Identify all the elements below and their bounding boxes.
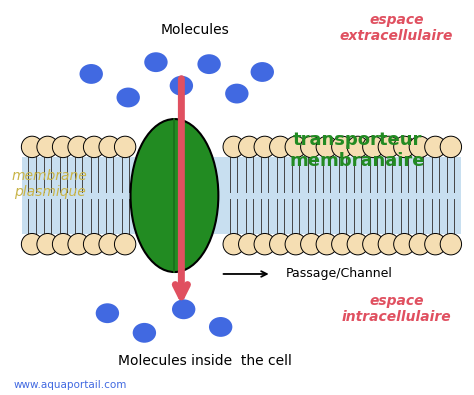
Ellipse shape <box>270 233 291 255</box>
Ellipse shape <box>99 136 120 158</box>
Ellipse shape <box>83 136 105 158</box>
Ellipse shape <box>285 136 306 158</box>
Text: espace
intracellulaire: espace intracellulaire <box>342 293 451 324</box>
Ellipse shape <box>21 136 43 158</box>
Ellipse shape <box>170 76 193 96</box>
Ellipse shape <box>114 233 136 255</box>
Ellipse shape <box>68 233 89 255</box>
Ellipse shape <box>238 136 260 158</box>
Ellipse shape <box>378 233 400 255</box>
Ellipse shape <box>223 136 245 158</box>
Ellipse shape <box>251 62 274 82</box>
Ellipse shape <box>68 136 89 158</box>
Ellipse shape <box>425 136 446 158</box>
Ellipse shape <box>117 88 140 107</box>
Ellipse shape <box>80 64 103 84</box>
Ellipse shape <box>363 136 384 158</box>
Text: transporteur
membranaire: transporteur membranaire <box>289 131 425 170</box>
Ellipse shape <box>409 233 430 255</box>
Ellipse shape <box>223 233 245 255</box>
Ellipse shape <box>130 119 219 272</box>
Ellipse shape <box>440 233 462 255</box>
Ellipse shape <box>172 299 195 319</box>
Text: Passage/Channel: Passage/Channel <box>285 267 392 280</box>
Ellipse shape <box>238 233 260 255</box>
Ellipse shape <box>133 323 156 343</box>
Ellipse shape <box>99 233 120 255</box>
Ellipse shape <box>114 136 136 158</box>
Ellipse shape <box>254 136 275 158</box>
Ellipse shape <box>394 136 415 158</box>
Text: www.aquaportail.com: www.aquaportail.com <box>14 380 127 390</box>
Ellipse shape <box>301 233 322 255</box>
Ellipse shape <box>347 233 368 255</box>
Ellipse shape <box>440 136 462 158</box>
Ellipse shape <box>425 233 446 255</box>
Ellipse shape <box>53 136 74 158</box>
Ellipse shape <box>347 136 368 158</box>
Ellipse shape <box>270 136 291 158</box>
Ellipse shape <box>83 233 105 255</box>
Ellipse shape <box>197 54 221 74</box>
Ellipse shape <box>378 136 400 158</box>
Ellipse shape <box>21 233 43 255</box>
Ellipse shape <box>316 233 337 255</box>
Ellipse shape <box>96 303 119 323</box>
Ellipse shape <box>254 233 275 255</box>
Ellipse shape <box>316 136 337 158</box>
Ellipse shape <box>332 136 353 158</box>
Ellipse shape <box>285 233 306 255</box>
Text: membrane
plasmique: membrane plasmique <box>12 169 88 199</box>
Bar <box>22 157 461 234</box>
Ellipse shape <box>209 317 232 337</box>
Ellipse shape <box>409 136 430 158</box>
Ellipse shape <box>37 136 58 158</box>
Text: espace
extracellulaire: espace extracellulaire <box>340 13 453 43</box>
Text: Molecules inside  the cell: Molecules inside the cell <box>118 354 292 368</box>
Ellipse shape <box>53 233 74 255</box>
Ellipse shape <box>363 233 384 255</box>
Ellipse shape <box>37 233 58 255</box>
Ellipse shape <box>332 233 353 255</box>
Text: Molecules: Molecules <box>161 23 229 37</box>
Ellipse shape <box>225 84 248 103</box>
Ellipse shape <box>144 52 168 72</box>
Ellipse shape <box>394 233 415 255</box>
Ellipse shape <box>301 136 322 158</box>
